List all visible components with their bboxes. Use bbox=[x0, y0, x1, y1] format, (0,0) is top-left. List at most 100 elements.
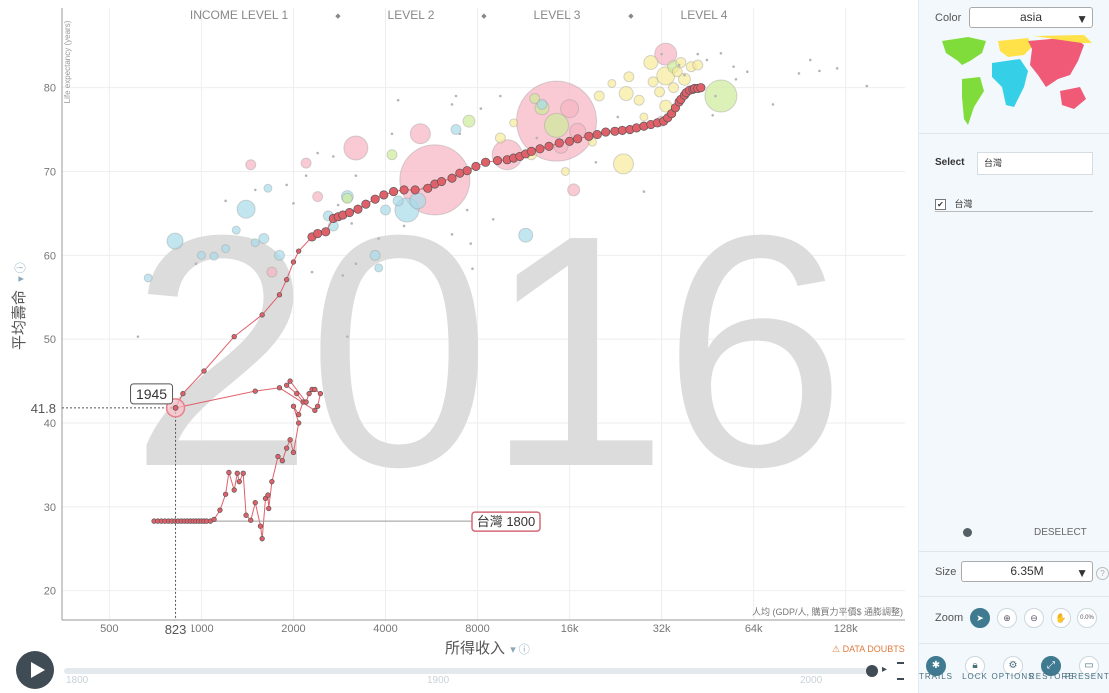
chevron-down-icon: ▼ bbox=[1076, 566, 1088, 580]
timeline-end-arrow[interactable]: ▸ bbox=[882, 664, 888, 675]
trail-point bbox=[201, 368, 207, 374]
country-dot bbox=[594, 160, 598, 164]
map-region-oceania bbox=[1060, 87, 1086, 109]
country-bubble bbox=[560, 99, 580, 119]
trail-point bbox=[565, 136, 575, 146]
data-doubts-link[interactable]: ⚠ DATA DOUBTS bbox=[832, 644, 905, 655]
trail-point bbox=[617, 125, 627, 135]
country-dot bbox=[714, 94, 717, 98]
trail-point bbox=[248, 517, 254, 523]
trail-point bbox=[180, 390, 186, 397]
timeline-label-1800: 1800 bbox=[66, 675, 89, 686]
data-doubts-label: DATA DOUBTS bbox=[842, 644, 905, 654]
zoom-out-icon[interactable]: ⊖ bbox=[1024, 608, 1044, 628]
present-button-label[interactable]: PRESENT bbox=[1065, 672, 1109, 681]
country-dot bbox=[499, 94, 502, 98]
trail-point bbox=[290, 403, 297, 409]
zoom-in-icon[interactable]: ⊕ bbox=[997, 608, 1017, 628]
trail-point bbox=[217, 507, 223, 513]
trail-point bbox=[361, 199, 371, 209]
trail-point bbox=[294, 390, 300, 397]
x-tick-label: 16k bbox=[561, 623, 579, 635]
hand-pan-icon[interactable]: ✋ bbox=[1051, 608, 1071, 628]
country-bubble bbox=[462, 114, 476, 128]
country-bubble bbox=[386, 149, 398, 161]
country-bubble bbox=[671, 66, 683, 78]
trail-point bbox=[283, 445, 290, 451]
country-bubble bbox=[668, 82, 680, 94]
country-dot bbox=[402, 224, 406, 228]
trail-point bbox=[321, 227, 331, 237]
country-dot bbox=[354, 174, 358, 177]
country-dot bbox=[491, 217, 495, 221]
size-help-icon[interactable]: ? bbox=[1096, 567, 1109, 580]
play-button[interactable] bbox=[16, 651, 54, 689]
x-axis-title: 所得收入 bbox=[445, 640, 505, 657]
lock-button-label[interactable]: LOCK bbox=[962, 672, 988, 681]
trail-point bbox=[231, 487, 237, 493]
present-icon[interactable]: ▭ bbox=[1079, 656, 1099, 676]
trail-point bbox=[259, 536, 265, 542]
restore-button-label[interactable]: RESTORE bbox=[1029, 672, 1075, 681]
map-region-asia bbox=[1028, 37, 1084, 87]
highlight-point bbox=[172, 405, 179, 411]
country-bubble bbox=[494, 132, 506, 144]
country-bubble bbox=[544, 112, 570, 138]
trail-point bbox=[592, 130, 602, 140]
country-bubble bbox=[266, 266, 278, 278]
country-bubble bbox=[654, 86, 666, 98]
bubble-chart[interactable]: 2016 INCOME LEVEL 1 LEVEL 2 LEVEL 3 LEVEL 4 ◆… bbox=[0, 0, 918, 693]
highlight-y-readout: 41.8 bbox=[31, 401, 56, 416]
trail-point bbox=[344, 208, 355, 218]
country-dot bbox=[354, 262, 358, 265]
deselect-dot-icon bbox=[963, 528, 972, 537]
country-dot bbox=[616, 115, 620, 119]
country-bubble bbox=[245, 159, 257, 171]
search-input[interactable]: 台灣 bbox=[977, 152, 1093, 175]
trail-point bbox=[259, 312, 265, 318]
y-axis-dropdown-icon: ▾ ⓘ bbox=[14, 262, 27, 282]
color-select[interactable]: asia ▼ bbox=[969, 7, 1093, 28]
country-bubble bbox=[369, 249, 381, 261]
restore-icon[interactable]: ⤢ bbox=[1041, 656, 1061, 676]
timeline-track[interactable] bbox=[64, 668, 876, 674]
country-bubble bbox=[263, 183, 273, 193]
world-map[interactable] bbox=[934, 35, 1094, 127]
size-select[interactable]: 6.35M ▼ bbox=[961, 561, 1093, 582]
country-bubble bbox=[704, 79, 738, 113]
country-bubble bbox=[618, 86, 634, 102]
timeline-handle[interactable] bbox=[866, 665, 878, 677]
country-bubble bbox=[209, 251, 219, 261]
trail-point bbox=[632, 123, 642, 133]
zoom-percent-button[interactable]: 0.0% bbox=[1077, 608, 1097, 628]
country-dot bbox=[377, 237, 380, 240]
trail-point bbox=[279, 458, 286, 464]
trail-point bbox=[436, 176, 447, 187]
deselect-button[interactable]: DESELECT bbox=[1034, 527, 1087, 538]
trail-point bbox=[313, 228, 323, 239]
country-bubble bbox=[675, 56, 687, 68]
trails-button-label[interactable]: TRAILS bbox=[918, 672, 953, 681]
country-dot bbox=[292, 202, 295, 205]
country-bubble bbox=[450, 124, 462, 136]
pointer-arrow-icon[interactable]: ➤ bbox=[970, 608, 990, 628]
checkbox-checked-icon[interactable]: ✔ bbox=[935, 199, 946, 210]
trail-point bbox=[492, 156, 503, 166]
country-bubble bbox=[692, 59, 704, 71]
trail-label: 台灣 1800 bbox=[477, 514, 536, 529]
timeline-speed-icon[interactable] bbox=[897, 662, 904, 680]
trail-point bbox=[283, 382, 290, 388]
gear-icon[interactable]: ⚙ bbox=[1003, 656, 1023, 676]
income-level-label: LEVEL 2 bbox=[388, 8, 435, 22]
trail-point bbox=[410, 185, 420, 195]
lock-icon[interactable]: 🔒︎ bbox=[965, 656, 985, 676]
country-bubble bbox=[567, 183, 581, 197]
options-button-label[interactable]: OPTIONS bbox=[991, 672, 1035, 681]
selected-country-item[interactable]: ✔ 台灣 bbox=[935, 194, 1093, 212]
country-bubble bbox=[231, 225, 241, 235]
country-bubble bbox=[623, 71, 635, 83]
country-bubble bbox=[166, 232, 184, 250]
trails-icon[interactable]: ✱ bbox=[926, 656, 946, 676]
trail-point bbox=[266, 505, 272, 512]
country-bubble bbox=[639, 112, 649, 122]
